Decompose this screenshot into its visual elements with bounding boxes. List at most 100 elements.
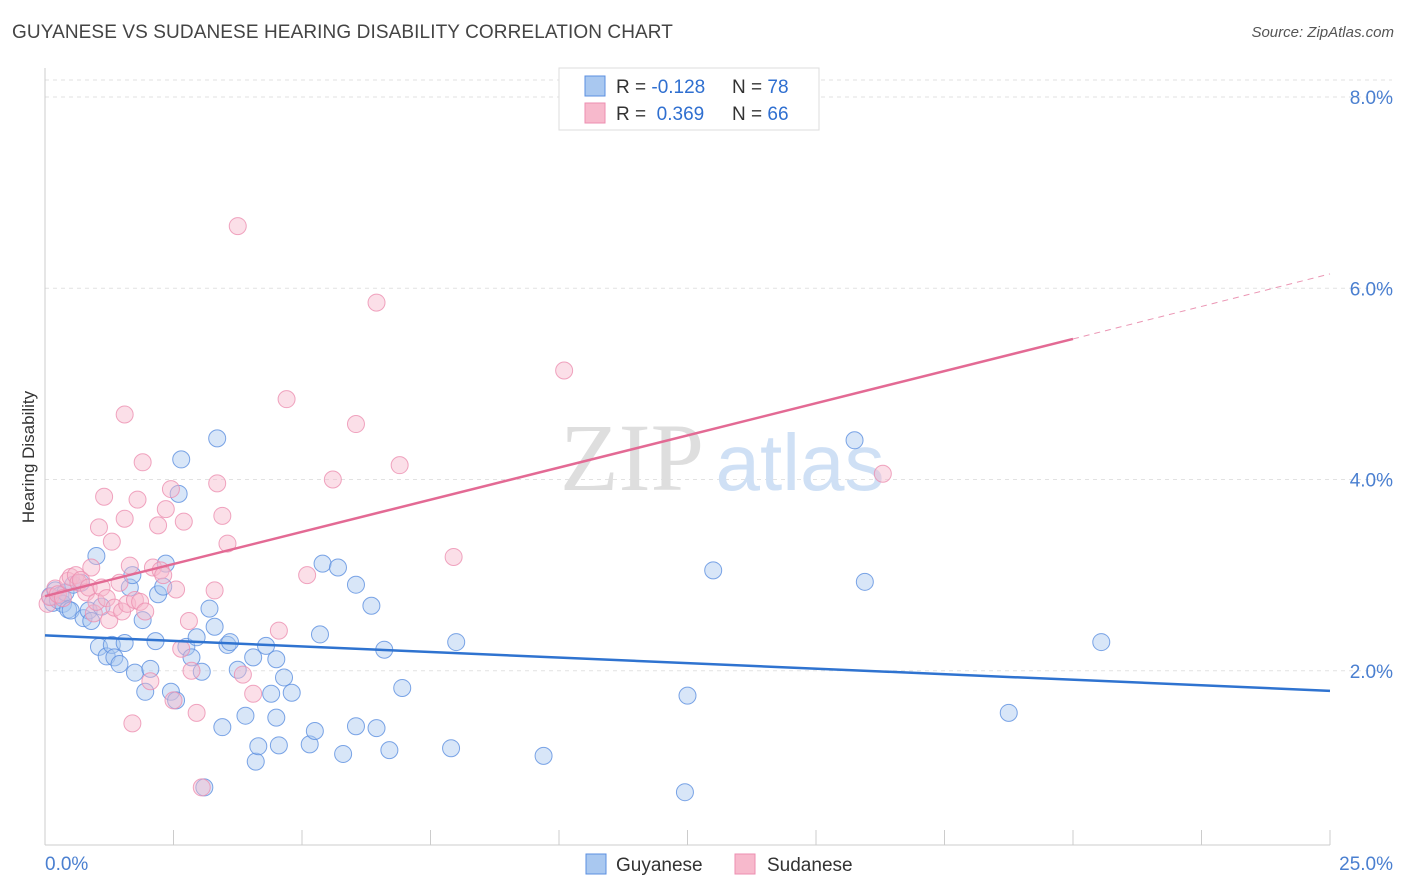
chart-title: GUYANESE VS SUDANESE HEARING DISABILITY …: [12, 22, 673, 43]
sudanese-point: [156, 500, 175, 519]
guyanese-point: [249, 737, 268, 756]
guyanese-point: [999, 703, 1018, 722]
guyanese-point: [447, 633, 466, 652]
guyanese-point: [246, 752, 265, 771]
sudanese-point: [182, 661, 201, 680]
sudanese-point: [136, 602, 155, 621]
sudanese-point: [89, 518, 108, 537]
guyanese-point: [310, 625, 329, 644]
sudanese-point: [174, 512, 193, 531]
guyanese-point: [205, 617, 224, 636]
guyanese-point: [192, 662, 211, 681]
sudanese-point: [444, 547, 463, 566]
sudanese-point: [84, 604, 103, 623]
sudanese-point: [233, 665, 252, 684]
axes: [44, 68, 1331, 846]
guyanese-point: [704, 561, 723, 580]
guyanese-point: [200, 599, 219, 618]
x-tick-label: 25.0%: [1339, 854, 1393, 875]
correlation-legend: R = -0.128 N = 78 R = 0.369 N = 66: [558, 67, 820, 131]
trend-lines: [44, 273, 1331, 693]
guyanese-point: [675, 783, 694, 802]
y-tick-label: 6.0%: [1350, 279, 1393, 300]
sudanese-point: [213, 506, 232, 525]
sudanese-point: [367, 293, 386, 312]
y-axis-label: Hearing Disability: [19, 390, 38, 523]
series-legend: Guyanese Sudanese: [585, 853, 853, 876]
guyanese-point: [845, 431, 864, 450]
sudanese-point: [218, 534, 237, 553]
guyanese-point: [213, 718, 232, 737]
sudanese-point: [133, 453, 152, 472]
watermark-atlas: atlas: [716, 418, 885, 507]
guyanese-point: [136, 682, 155, 701]
sudanese-point: [82, 558, 101, 577]
legend-swatch-sudanese: [584, 102, 606, 124]
sudanese-point: [161, 480, 180, 499]
guyanese-point: [442, 739, 461, 758]
legend-n-label: N = 66: [732, 104, 789, 125]
sudanese-point: [205, 581, 224, 600]
guyanese-point: [236, 706, 255, 725]
guyanese-point: [269, 736, 288, 755]
y-tick-label: 2.0%: [1350, 662, 1393, 683]
guyanese-point: [346, 717, 365, 736]
legend-n-value: 78: [767, 77, 788, 98]
watermark-zip: ZIP: [560, 404, 704, 511]
sudanese-point: [128, 490, 147, 509]
guyanese-trend-line: [44, 634, 1331, 693]
guyanese-point: [87, 547, 106, 565]
legend-r-label: R = 0.369: [616, 104, 704, 125]
watermark: ZIP atlas: [560, 404, 884, 511]
sudanese-point: [187, 703, 206, 722]
sudanese-trend-line: [44, 337, 1074, 598]
sudanese-point: [873, 464, 892, 483]
legend-swatch-guyanese-bottom: [585, 853, 607, 875]
sudanese-point: [179, 612, 198, 631]
guyanese-point: [282, 683, 301, 702]
legend-sudanese-label: Sudanese: [767, 855, 853, 876]
source-label[interactable]: Source: ZipAtlas.com: [1251, 24, 1394, 41]
guyanese-point: [267, 650, 286, 669]
gridlines: [45, 79, 1392, 672]
sudanese-point: [244, 684, 263, 703]
sudanese-point: [87, 592, 106, 611]
guyanese-point: [110, 655, 129, 674]
legend-n-value: 66: [767, 104, 788, 125]
sudanese-point: [172, 639, 191, 658]
guyanese-point: [346, 575, 365, 594]
sudanese-point: [97, 589, 116, 608]
y-tick-label: 4.0%: [1350, 471, 1393, 492]
guyanese-point: [208, 429, 227, 448]
sudanese-trend-extension: [1072, 273, 1331, 340]
guyanese-point: [362, 596, 381, 615]
guyanese-point: [328, 558, 347, 577]
guyanese-point: [92, 597, 111, 616]
guyanese-point: [262, 684, 281, 703]
sudanese-point: [390, 456, 409, 475]
legend-r-label: R = -0.128: [616, 77, 705, 98]
sudanese-point: [346, 415, 365, 434]
guyanese-point: [367, 719, 386, 738]
sudanese-point: [277, 390, 296, 409]
legend-r-value: 0.369: [651, 104, 704, 125]
guyanese-point: [244, 648, 263, 667]
sudanese-point: [208, 474, 227, 493]
sudanese-point: [269, 621, 288, 640]
guyanese-point: [1092, 633, 1111, 652]
guyanese-point: [855, 572, 874, 591]
guyanese-point: [267, 708, 286, 727]
sudanese-point: [555, 361, 574, 380]
sudanese-point: [228, 217, 247, 236]
sudanese-point: [141, 672, 160, 691]
guyanese-point: [534, 746, 553, 765]
guyanese-point: [275, 668, 294, 687]
sudanese-point: [115, 509, 134, 528]
sudanese-point: [120, 556, 139, 575]
guyanese-point: [228, 660, 247, 679]
x-tick-label: 0.0%: [45, 854, 88, 875]
guyanese-point: [218, 635, 237, 654]
guyanese-point: [300, 735, 319, 754]
tick-labels: 2.0% 4.0% 6.0% 8.0% 0.0% 25.0%: [45, 88, 1393, 875]
